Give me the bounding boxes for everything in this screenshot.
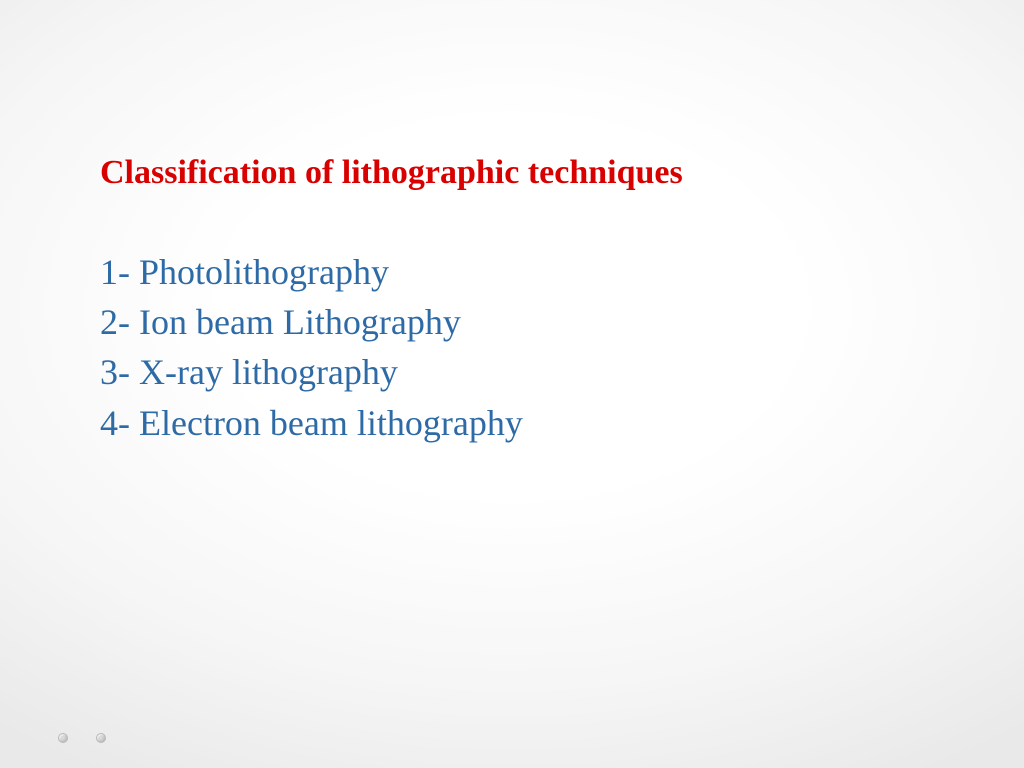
slide-title: Classification of lithographic technique… (100, 152, 920, 195)
techniques-list: 1- Photolithography 2- Ion beam Lithogra… (100, 247, 920, 449)
list-item: 1- Photolithography (100, 247, 920, 297)
list-item: 3- X-ray lithography (100, 347, 920, 397)
dot-icon (96, 733, 106, 743)
list-item: 4- Electron beam lithography (100, 398, 920, 448)
decorative-dots (58, 730, 130, 748)
dot-icon (58, 733, 68, 743)
list-item: 2- Ion beam Lithography (100, 297, 920, 347)
slide-content: Classification of lithographic technique… (100, 152, 920, 448)
slide: Classification of lithographic technique… (0, 0, 1024, 768)
